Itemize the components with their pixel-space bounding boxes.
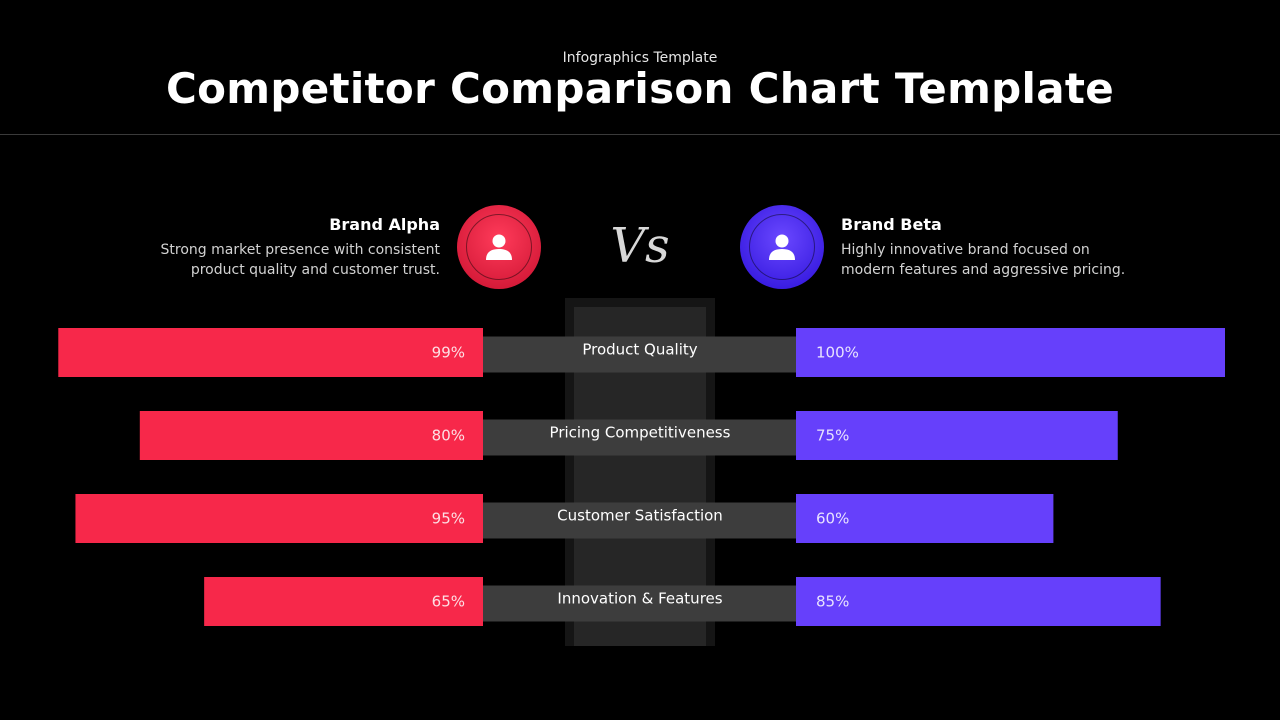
brand-beta-bar: [796, 577, 1161, 626]
brand-beta-bar: [796, 411, 1118, 460]
brand-alpha-value-label: 99%: [432, 344, 465, 362]
brand-beta-description: Highly innovative brand focused on moder…: [841, 242, 1126, 278]
brand-beta-value-label: 100%: [816, 344, 859, 362]
brand-beta-value-label: 85%: [816, 593, 849, 611]
category-band: [483, 336, 796, 373]
brand-alpha-value-label: 65%: [432, 593, 465, 611]
brand-beta-value-label: 75%: [816, 427, 849, 445]
brand-beta-bar: [796, 328, 1225, 377]
user-icon: [769, 234, 795, 260]
brand-beta-value-label: 60%: [816, 510, 849, 528]
brand-alpha-avatar: [457, 205, 541, 289]
page-title: Competitor Comparison Chart Template: [165, 64, 1115, 113]
brand-alpha-value-label: 80%: [432, 427, 465, 445]
user-icon: [486, 234, 512, 260]
brand-beta-bar: [796, 494, 1054, 543]
category-band: [483, 502, 796, 539]
brand-alpha-bar: [204, 577, 483, 626]
category-band: [483, 585, 796, 622]
category-label: Customer Satisfaction: [557, 507, 723, 525]
brand-alpha-name: Brand Alpha: [329, 215, 440, 234]
category-band: [483, 419, 796, 456]
avatar-ring: [749, 214, 815, 280]
brand-beta-name: Brand Beta: [841, 215, 942, 234]
page-subtitle: Infographics Template: [562, 50, 718, 66]
category-label: Innovation & Features: [557, 590, 722, 608]
category-label: Pricing Competitiveness: [550, 424, 731, 442]
brand-alpha-bar: [139, 411, 484, 460]
brand-alpha-bar: [75, 494, 483, 543]
brand-alpha-bar: [58, 328, 483, 377]
header: Infographics Template Competitor Compari…: [0, 0, 1280, 135]
brand-beta-avatar: [740, 205, 824, 289]
avatar-ring: [466, 214, 532, 280]
brand-alpha-description: Strong market presence with consistent p…: [160, 242, 440, 278]
category-label: Product Quality: [582, 341, 697, 359]
brand-alpha-value-label: 95%: [432, 510, 465, 528]
vs-label: Vs: [610, 218, 670, 274]
header-divider: [0, 134, 1280, 135]
